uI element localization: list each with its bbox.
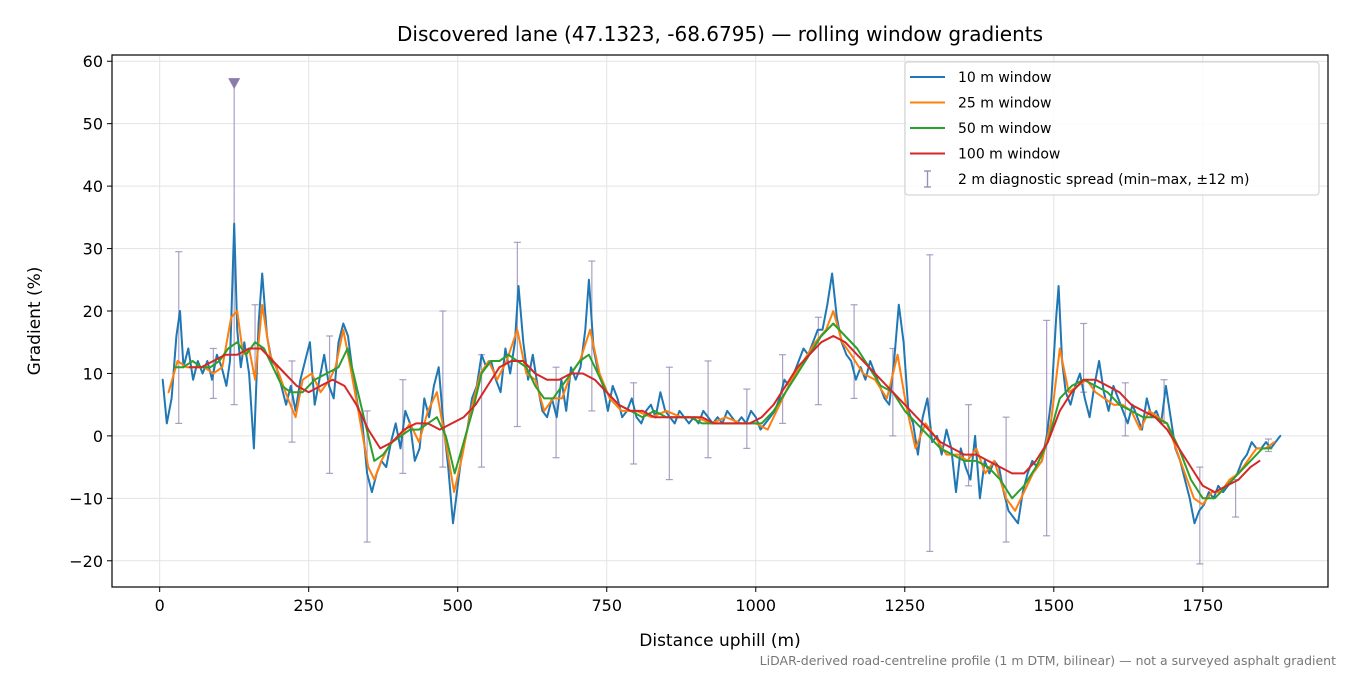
x-tick-label: 750	[591, 596, 622, 615]
x-tick-label: 1500	[1033, 596, 1074, 615]
spread-bar	[743, 388, 751, 449]
y-tick-label: −10	[69, 489, 103, 508]
spread-bar	[288, 360, 296, 443]
y-axis-title: Gradient (%)	[25, 267, 45, 376]
x-tick-label: 500	[442, 596, 473, 615]
x-tick-label: 250	[293, 596, 324, 615]
x-tick-label: 1750	[1182, 596, 1223, 615]
spread-bar	[1196, 466, 1204, 565]
spread-bar	[1002, 416, 1010, 543]
axis-ticks: 0 250 500 750 1000 1250 1500 1750 −20 −10 0 10 20 30 4…	[69, 52, 1223, 615]
plot-frame	[111, 54, 1329, 588]
y-tick-label: 0	[93, 427, 103, 446]
legend-label: 100 m window	[958, 147, 1060, 163]
y-tick-label: 10	[83, 364, 103, 383]
series-line	[173, 322, 1273, 500]
legend-label: 25 m window	[958, 96, 1051, 112]
series-line	[161, 222, 1282, 525]
outlier-marker-layer	[228, 78, 241, 90]
legend: 10 m window 25 m window 50 m window 100 m w…	[904, 61, 1320, 196]
x-tick-label: 1000	[735, 596, 776, 615]
y-tick-label: 30	[83, 240, 103, 259]
x-tick-label: 1250	[884, 596, 925, 615]
y-tick-label: 40	[83, 177, 103, 196]
y-tick-label: 20	[83, 302, 103, 321]
spread-bar	[1121, 382, 1129, 437]
footnote: LiDAR-derived road-centreline profile (1…	[760, 653, 1336, 668]
y-tick-label: 50	[83, 115, 103, 134]
spread-bar	[704, 360, 712, 459]
y-tick-label: −20	[69, 552, 103, 571]
spread-bar	[814, 316, 822, 406]
spread-bar	[175, 251, 183, 425]
chart-title: Discovered lane (47.1323, -68.6795) — ro…	[397, 22, 1043, 46]
spread-bar	[326, 335, 334, 474]
spread-bar	[630, 382, 638, 465]
legend-box	[904, 61, 1320, 196]
outlier-marker	[228, 78, 241, 90]
legend-label: 10 m window	[958, 70, 1051, 86]
legend-label: 2 m diagnostic spread (min–max, ±12 m)	[958, 172, 1249, 188]
spread-bar	[439, 310, 447, 468]
spread-bar	[926, 254, 934, 553]
legend-label: 50 m window	[958, 121, 1051, 137]
spread-bar	[1043, 319, 1051, 537]
x-axis-title: Distance uphill (m)	[639, 631, 800, 651]
series-line	[188, 335, 1261, 494]
spread-bar	[665, 366, 673, 481]
y-tick-label: 60	[83, 52, 103, 71]
x-tick-label: 0	[155, 596, 165, 615]
series-layer	[161, 222, 1282, 525]
